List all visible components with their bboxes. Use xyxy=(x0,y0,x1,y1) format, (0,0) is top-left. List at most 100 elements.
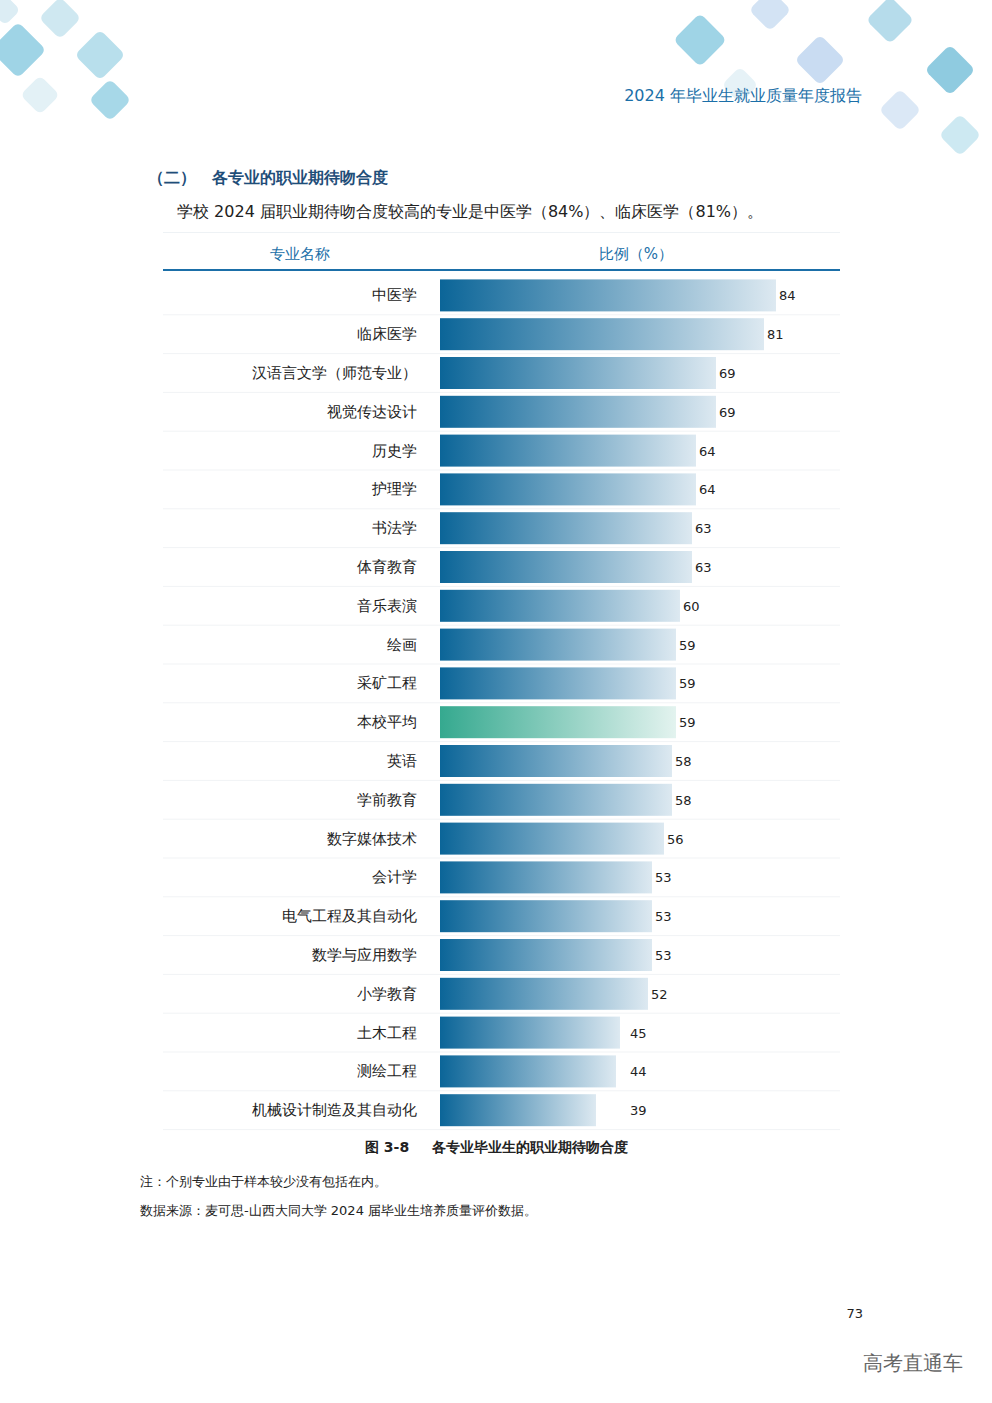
row-rule xyxy=(163,353,840,354)
page-number: 73 xyxy=(846,1306,863,1321)
bar xyxy=(440,900,652,932)
bar xyxy=(440,435,696,467)
column-head: 比例（%） xyxy=(599,245,673,263)
decor-square xyxy=(673,13,727,67)
data-label: 39 xyxy=(630,1103,647,1118)
data-label: 81 xyxy=(767,327,784,342)
decor-square xyxy=(866,0,914,44)
row-rule xyxy=(163,664,840,665)
bar xyxy=(440,629,676,661)
row-rule xyxy=(163,586,840,587)
row-rule xyxy=(163,858,840,859)
category-label: 中医学 xyxy=(372,286,417,304)
section-title: 各专业的职业期待吻合度 xyxy=(211,168,388,187)
data-label: 69 xyxy=(719,405,736,420)
decor-square xyxy=(0,22,46,79)
bar xyxy=(440,357,716,389)
category-label: 数字媒体技术 xyxy=(327,830,417,848)
data-label: 63 xyxy=(695,521,712,536)
bar xyxy=(440,784,672,816)
category-label: 历史学 xyxy=(372,442,417,460)
bar xyxy=(440,279,776,311)
row-rule xyxy=(163,702,840,703)
bar xyxy=(440,1094,596,1126)
data-label: 58 xyxy=(675,754,692,769)
figure-label: 图 3-8 xyxy=(365,1139,409,1155)
category-label: 护理学 xyxy=(371,480,417,498)
row-rule xyxy=(163,819,840,820)
bar xyxy=(440,396,716,428)
page-header: 2024 年毕业生就业质量年度报告 xyxy=(624,86,862,105)
data-label: 59 xyxy=(679,676,696,691)
row-rule xyxy=(163,1090,840,1091)
bar xyxy=(440,590,680,622)
intro-text: 学校 2024 届职业期待吻合度较高的专业是中医学（84%）、临床医学（81%）… xyxy=(177,202,763,221)
table-rule xyxy=(163,232,840,233)
category-label: 音乐表演 xyxy=(357,597,417,615)
data-label: 59 xyxy=(679,715,696,730)
category-label: 学前教育 xyxy=(357,791,417,809)
decor-square xyxy=(925,45,976,96)
data-label: 84 xyxy=(779,288,796,303)
row-rule xyxy=(163,935,840,936)
data-label: 59 xyxy=(679,638,696,653)
bar xyxy=(440,667,676,699)
category-label: 临床医学 xyxy=(357,325,417,343)
data-label: 44 xyxy=(630,1064,647,1079)
bar xyxy=(440,512,692,544)
bar xyxy=(440,939,652,971)
bar xyxy=(440,823,664,855)
data-label: 56 xyxy=(667,832,684,847)
data-label: 64 xyxy=(699,482,716,497)
bar xyxy=(440,473,696,505)
data-label: 53 xyxy=(655,909,672,924)
category-label: 会计学 xyxy=(372,868,417,886)
row-rule xyxy=(163,741,840,742)
bar xyxy=(440,861,652,893)
category-label: 视觉传达设计 xyxy=(327,403,417,421)
decor-square xyxy=(879,89,921,131)
data-label: 52 xyxy=(651,987,668,1002)
data-label: 63 xyxy=(695,560,712,575)
decor-square xyxy=(795,35,846,86)
decor-square xyxy=(39,0,81,39)
decor-square xyxy=(89,79,131,121)
row-rule xyxy=(163,392,840,393)
bar xyxy=(440,551,692,583)
bar xyxy=(440,318,764,350)
decor-square xyxy=(0,0,21,26)
row-rule xyxy=(163,625,840,626)
category-label: 电气工程及其自动化 xyxy=(282,907,417,925)
data-label: 58 xyxy=(675,793,692,808)
category-label: 机械设计制造及其自动化 xyxy=(252,1101,417,1119)
category-label: 体育教育 xyxy=(357,558,417,576)
section-number: （二） xyxy=(148,168,196,187)
row-rule xyxy=(163,974,840,975)
data-label: 64 xyxy=(699,444,716,459)
row-rule xyxy=(163,896,840,897)
bar xyxy=(440,745,672,777)
decor-square xyxy=(75,30,126,81)
page: 2024 年毕业生就业质量年度报告 （二） 各专业的职业期待吻合度学校 2024 届… xyxy=(0,0,992,1403)
decor-square xyxy=(749,0,791,31)
bar xyxy=(440,978,648,1010)
row-rule xyxy=(163,1052,840,1053)
data-label: 53 xyxy=(655,948,672,963)
data-label: 45 xyxy=(630,1026,647,1041)
row-rule xyxy=(163,547,840,548)
header-rule xyxy=(163,269,840,271)
figure-title: 各专业毕业生的职业期待吻合度 xyxy=(431,1139,628,1155)
category-label: 数学与应用数学 xyxy=(312,946,417,964)
data-label: 69 xyxy=(719,366,736,381)
watermark: 高考直通车 xyxy=(863,1351,963,1375)
row-rule xyxy=(163,1013,840,1014)
category-label: 采矿工程 xyxy=(357,674,417,692)
category-label: 英语 xyxy=(387,752,417,770)
bar xyxy=(440,1055,616,1087)
category-label: 小学教育 xyxy=(357,985,417,1003)
bar xyxy=(440,1017,620,1049)
row-rule xyxy=(163,508,840,509)
row-rule xyxy=(163,470,840,471)
category-label: 土木工程 xyxy=(357,1024,417,1042)
row-rule xyxy=(163,780,840,781)
